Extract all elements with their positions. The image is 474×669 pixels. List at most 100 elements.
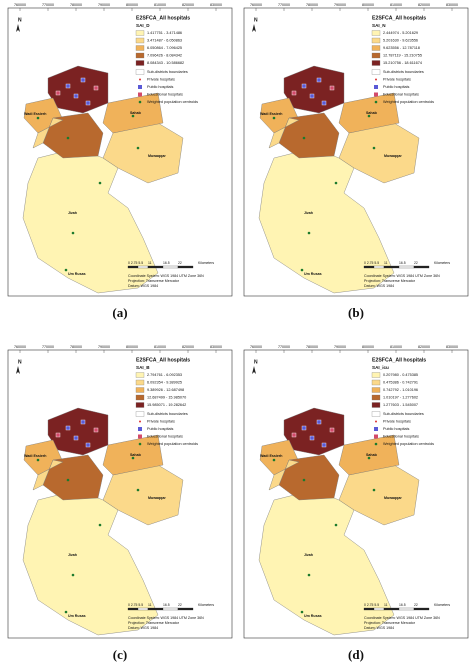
legend-class-label: 2.444974 - 5.201629 — [383, 31, 418, 35]
north-arrow-shape — [252, 24, 256, 32]
scale-label: 11 — [384, 261, 388, 265]
legend-class-label: 9.623556 - 12.787118 — [383, 46, 420, 50]
scale-bar — [177, 265, 194, 269]
legend-symbol — [374, 100, 378, 104]
panel-caption: (d) — [348, 647, 364, 662]
legend-title: E2SFCA_All hospitals — [372, 357, 426, 363]
legend-item-label: Educational hospitals — [147, 93, 183, 97]
educational-hospital — [329, 85, 335, 91]
sub-district — [283, 407, 345, 456]
x-tick-label: 780000 — [306, 3, 318, 7]
x-tick-label: 790000 — [98, 3, 110, 7]
legend-item-label: Weighted population centroids — [147, 100, 198, 104]
sub-district — [283, 65, 345, 114]
legend-class-label: 2.794761 - 6.092353 — [147, 373, 182, 377]
x-tick-label: 810000 — [390, 3, 402, 7]
legend-class-label: 8.084343 - 10.586682 — [147, 61, 184, 65]
x-tick-label: 780000 — [306, 345, 318, 349]
legend-swatch — [371, 37, 381, 44]
public-hospital — [73, 93, 79, 99]
map-panel: 760000 770000 780000 790000 800000 810000 8200… — [243, 3, 469, 297]
legend-class-label: 0.207980 - 0.475385 — [383, 373, 418, 377]
legend-symbol — [139, 78, 141, 81]
x-tick-label: 790000 — [98, 345, 110, 349]
legend-symbol — [138, 427, 142, 431]
scale-label: Kilometers — [198, 261, 214, 265]
legend-symbol — [139, 420, 141, 423]
educational-hospital — [291, 432, 297, 438]
educational-hospital — [329, 427, 335, 433]
population-centroid — [367, 114, 371, 118]
population-centroid — [36, 116, 40, 120]
scale-label: 16.5 — [163, 603, 170, 607]
legend-symbol — [138, 100, 142, 104]
educational-hospital — [93, 427, 99, 433]
x-tick-label: 820000 — [182, 3, 194, 7]
x-tick-label: 830000 — [446, 3, 458, 7]
x-tick-label: 780000 — [70, 345, 82, 349]
x-tick-label: 820000 — [418, 3, 430, 7]
x-tick-label: 760000 — [14, 345, 26, 349]
population-centroid — [36, 458, 40, 462]
scale-label: 0 2.75 5.5 — [128, 261, 143, 265]
x-tick-label: 800000 — [362, 3, 374, 7]
public-hospital — [80, 77, 86, 83]
x-tick-label: 770000 — [42, 345, 54, 349]
coordinate-info: Datum: WGS 1984 — [128, 284, 158, 288]
sub-district — [268, 117, 300, 149]
place-label: Um Rusas — [304, 272, 322, 276]
north-arrow-shape — [252, 366, 256, 374]
population-centroid — [272, 116, 276, 120]
place-label: Jizah — [68, 553, 77, 557]
coordinate-info: Coordinate System: WGS 1984 UTM Zone 36N — [364, 616, 440, 620]
educational-hospital — [55, 90, 61, 96]
public-hospital — [65, 83, 71, 89]
coordinate-info: Coordinate System: WGS 1984 UTM Zone 36N — [364, 274, 440, 278]
x-tick-label: 830000 — [210, 3, 222, 7]
place-label: Muwaqqar — [148, 154, 166, 158]
scale-bar — [137, 607, 149, 611]
population-centroid — [302, 478, 306, 482]
population-centroid — [334, 523, 338, 527]
population-centroid — [66, 136, 70, 140]
north-arrow: N — [254, 359, 258, 365]
legend-swatch — [371, 394, 381, 401]
x-tick-label: 810000 — [154, 3, 166, 7]
legend-class-label: 15.210756 - 18.611674 — [383, 61, 422, 65]
public-hospital — [309, 435, 315, 441]
legend-class-label: 7.096426 - 8.084342 — [147, 54, 182, 58]
public-hospital — [309, 93, 315, 99]
legend-class-label: 12.787119 - 15.210755 — [383, 54, 422, 58]
legend-class-label: 1.277603 - 1.545007 — [383, 403, 418, 407]
legend-item-label: Weighted population centroids — [383, 442, 434, 446]
public-hospital — [316, 419, 322, 425]
scale-bar — [363, 607, 375, 611]
population-centroid — [372, 488, 376, 492]
place-label: Wadi Essierh — [24, 112, 46, 116]
population-centroid — [131, 456, 135, 460]
scale-label: Kilometers — [434, 261, 450, 265]
legend-item-label: Public hospitals — [147, 85, 173, 89]
legend-title: E2SFCA_All hospitals — [372, 15, 426, 21]
population-centroid — [131, 114, 135, 118]
legend-class-label: 12.687499 - 15.985070 — [147, 396, 186, 400]
public-hospital — [85, 442, 91, 448]
sub-district — [102, 464, 184, 526]
legend-swatch — [135, 37, 145, 44]
x-tick-label: 760000 — [250, 345, 262, 349]
sub-district — [47, 407, 109, 456]
legend-swatch — [135, 379, 145, 386]
legend-swatch — [135, 45, 145, 51]
legend-symbol — [135, 69, 145, 75]
legend-swatch — [371, 52, 381, 59]
x-tick-label: 790000 — [334, 3, 346, 7]
legend-swatch — [135, 372, 145, 378]
x-tick-label: 770000 — [278, 3, 290, 7]
legend-symbol — [138, 92, 142, 97]
legend-item-label: Educational hospitals — [383, 93, 419, 97]
public-hospital — [301, 83, 307, 89]
legend-symbol — [374, 434, 378, 439]
population-centroid — [334, 181, 338, 185]
scale-label: 11 — [148, 603, 152, 607]
legend-swatch — [371, 30, 381, 36]
